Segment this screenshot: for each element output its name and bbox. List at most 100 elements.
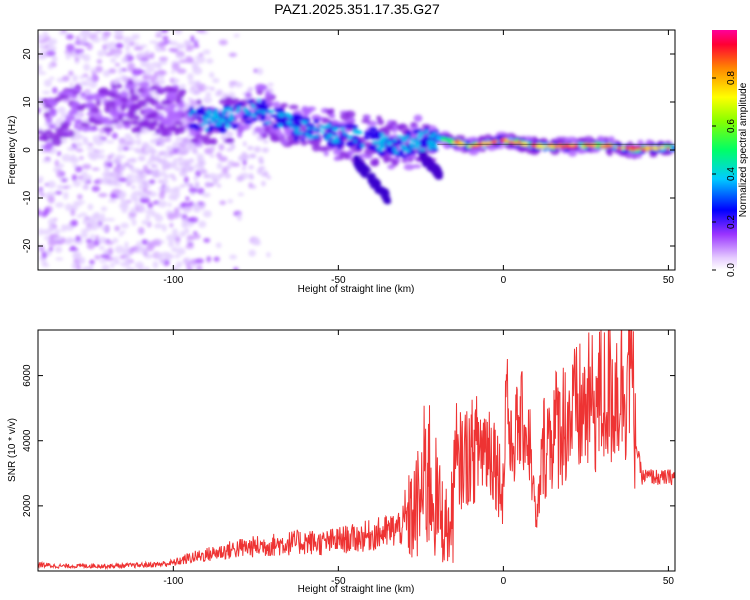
heatmap-cell — [356, 139, 362, 145]
heatmap-cell — [146, 160, 152, 166]
heatmap-cell — [55, 202, 64, 208]
heatmap-cell — [107, 247, 114, 255]
heatmap-cell — [196, 99, 202, 105]
heatmap-cell — [91, 76, 98, 81]
heatmap-cell — [237, 131, 243, 138]
heatmap-cell — [260, 99, 267, 105]
heatmap-cell — [156, 63, 162, 70]
heatmap-cell — [98, 236, 107, 244]
heatmap-cell — [181, 260, 187, 264]
heatmap-cell — [200, 168, 207, 174]
heatmap-cell — [145, 214, 151, 220]
heatmap-cell — [456, 143, 464, 147]
heatmap-cell — [136, 240, 142, 248]
heatmap-cell — [212, 178, 219, 186]
heatmap-cell — [38, 107, 41, 114]
colorbar: 0.0 0.2 0.4 0.6 0.8 Normalized spectral ampl… — [712, 30, 749, 277]
heatmap-cell — [145, 66, 155, 73]
heatmap-cell — [72, 87, 82, 92]
heatmap-cell — [183, 102, 189, 107]
heatmap-cell — [415, 141, 421, 146]
heatmap-cell — [522, 141, 528, 146]
heatmap-cell — [440, 136, 447, 142]
heatmap-cell — [100, 116, 111, 123]
heatmap-cell — [181, 222, 188, 229]
heatmap-cell — [103, 126, 114, 132]
heatmap-cell — [140, 55, 147, 60]
heatmap-cell — [289, 125, 295, 129]
snr-xlabel: Height of straight line (km) — [298, 584, 415, 595]
snr-ticks: -100 -50 0 50 2000 4000 6000 — [22, 330, 675, 587]
heatmap-cell — [129, 157, 137, 164]
heatmap-cell — [38, 190, 43, 195]
heatmap-cell — [255, 110, 263, 113]
colorbar-tick-label: 0.6 — [726, 119, 737, 133]
heatmap-cell — [144, 72, 152, 76]
heatmap-cell — [175, 167, 181, 171]
heatmap-cell — [196, 55, 206, 64]
heatmap-cell — [166, 234, 176, 242]
heatmap-cell — [142, 87, 154, 92]
heatmap-cell — [93, 180, 100, 184]
heatmap-cell — [311, 114, 322, 121]
heatmap-cell — [139, 58, 150, 62]
heatmap-cell — [363, 135, 371, 140]
heatmap-cell — [103, 172, 114, 181]
heatmap-cell — [70, 208, 76, 217]
heatmap-cell — [70, 219, 79, 227]
heatmap-cell — [124, 133, 132, 141]
heatmap-cell — [254, 126, 263, 133]
heatmap-cell — [188, 187, 198, 193]
heatmap-cell — [101, 226, 109, 231]
heatmap-cell — [179, 142, 186, 149]
heatmap-cell — [167, 240, 175, 248]
heatmap-cell — [82, 73, 89, 78]
heatmap-cell — [199, 123, 206, 127]
heatmap-cell — [80, 177, 88, 183]
heatmap-cell — [115, 161, 121, 166]
heatmap-cell — [170, 70, 176, 74]
heatmap-cell — [153, 252, 162, 257]
heatmap-cell — [82, 221, 88, 225]
heatmap-cell — [121, 119, 132, 125]
heatmap-cell — [140, 129, 145, 133]
heatmap-cell — [38, 71, 47, 75]
heatmap-cell — [118, 165, 126, 171]
heatmap-cell — [454, 146, 466, 152]
heatmap-cell — [47, 239, 57, 247]
heatmap-cell — [131, 74, 137, 80]
heatmap-cell — [371, 177, 379, 185]
heatmap-cell — [65, 34, 74, 40]
heatmap-cell — [154, 94, 160, 101]
heatmap-cell — [236, 176, 244, 182]
heatmap-cell — [160, 130, 170, 137]
heatmap-cell — [82, 184, 90, 190]
heatmap-cell — [68, 70, 74, 76]
heatmap-cell — [188, 201, 195, 207]
heatmap-cell — [131, 33, 137, 42]
heatmap-cell — [126, 181, 132, 187]
heatmap-cell — [208, 71, 215, 79]
heatmap-cell — [216, 89, 224, 96]
heatmap-cell — [155, 47, 164, 52]
heatmap-cell — [333, 132, 338, 137]
heatmap-cell — [126, 175, 132, 184]
heatmap-cell — [38, 64, 43, 72]
heatmap-cell — [127, 62, 136, 70]
heatmap-cell — [107, 199, 117, 203]
heatmap-cell — [135, 248, 141, 254]
heatmap-cell — [281, 138, 289, 145]
heatmap-cell — [227, 198, 234, 204]
heatmap-cell — [114, 245, 125, 254]
heatmap-cell — [104, 159, 112, 164]
heatmap-cell — [378, 151, 384, 156]
heatmap-cell — [131, 218, 137, 226]
heatmap-cell — [156, 158, 162, 164]
heatmap-cell — [193, 231, 198, 235]
heatmap-cell — [188, 158, 195, 164]
heatmap-cell — [38, 208, 41, 217]
heatmap-cell — [50, 108, 58, 115]
heatmap-cell — [186, 217, 195, 222]
heatmap-cell — [250, 117, 259, 122]
